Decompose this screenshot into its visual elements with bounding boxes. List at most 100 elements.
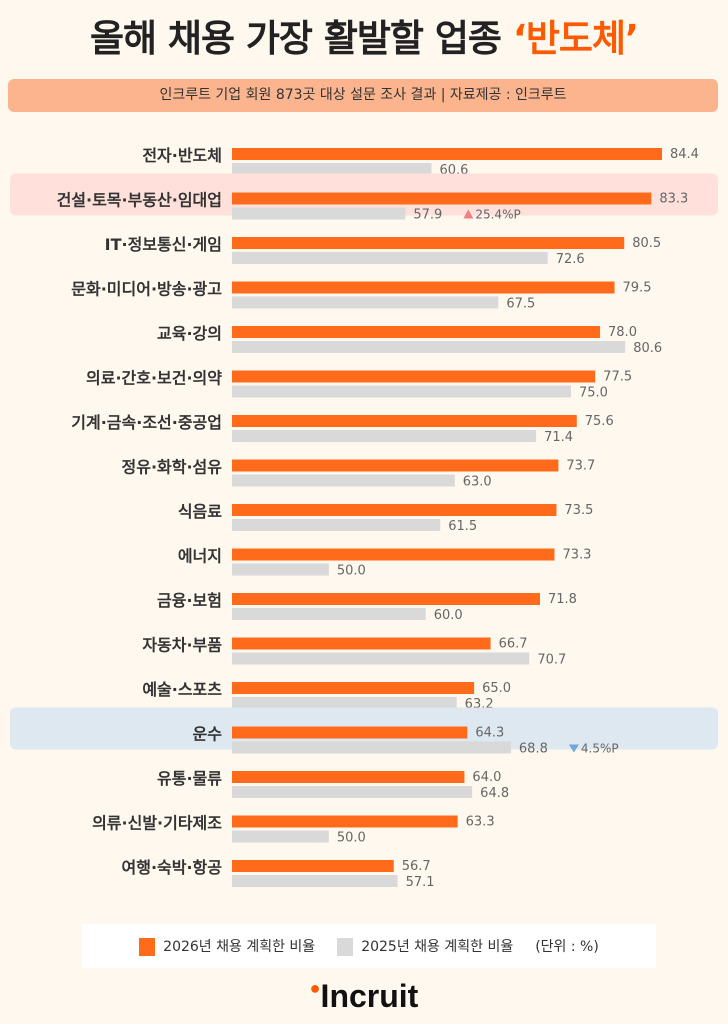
bar-2026 (232, 593, 540, 605)
bar-2026 (232, 637, 491, 650)
category-label: 자동차·부품 (142, 636, 222, 655)
category-label: 건설·토목·부동산·임대업 (57, 191, 222, 210)
bar-2025 (232, 296, 499, 309)
legend: 2026년 채용 계획한 비율 2025년 채용 계획한 비율 (단위 : %) (82, 924, 656, 968)
category-label: IT·정보통신·게임 (105, 235, 222, 254)
bar-2025 (232, 385, 571, 398)
bar-2026 (232, 459, 559, 472)
value-label-2025: 71.4 (544, 430, 573, 445)
category-label: 의료·간호·보건·의약 (86, 369, 222, 388)
value-label-2026: 73.7 (566, 459, 595, 474)
legend-swatch-2025 (337, 938, 354, 956)
bar-2026 (232, 815, 458, 828)
bar-2025 (232, 741, 511, 754)
value-label-2026: 63.3 (466, 815, 495, 830)
bar-2026 (232, 415, 577, 427)
category-label: 정유·화학·섬유 (122, 458, 223, 477)
legend-label-2025: 2025년 채용 계획한 비율 (361, 939, 514, 955)
bar-2025 (232, 608, 426, 620)
title-text: 올해 채용 가장 활발할 업종 (89, 17, 513, 60)
bar-2025 (232, 875, 398, 887)
value-label-2025: 64.8 (480, 786, 509, 801)
change-annotation: 4.5%P (581, 742, 619, 756)
bar-chart: 전자·반도체 84.460.6건설·토목·부동산·임대업 83.357.9 25.4%… (10, 146, 718, 890)
value-label-2026: 83.3 (659, 192, 688, 207)
value-label-2026: 73.5 (564, 503, 593, 518)
bar-2025 (232, 341, 626, 353)
value-label-2026: 64.0 (472, 770, 501, 785)
legend-2026: 2026년 채용 계획한 비율 (139, 936, 315, 956)
bar-2025 (232, 474, 455, 487)
bar-2025 (232, 252, 548, 264)
bar-2025 (232, 430, 537, 442)
value-label-2025: 67.5 (506, 297, 535, 312)
bar-2025 (232, 786, 473, 798)
value-label-2025: 57.9 (413, 208, 442, 223)
category-label: 교육·강의 (157, 324, 222, 343)
value-label-2025: 63.0 (463, 475, 492, 490)
bar-2026 (232, 237, 625, 249)
bar-2026 (232, 682, 475, 694)
value-label-2025: 50.0 (337, 564, 366, 579)
value-label-2026: 79.5 (623, 281, 652, 296)
bar-2026 (232, 771, 465, 783)
bar-2026 (232, 326, 601, 338)
bar-2026 (232, 370, 596, 383)
category-label: 유통·물류 (157, 769, 222, 788)
bar-2026 (232, 860, 394, 872)
bar-2025 (232, 563, 329, 576)
value-label-2026: 84.4 (670, 147, 699, 162)
value-label-2026: 64.3 (475, 726, 504, 741)
value-label-2025: 80.6 (633, 341, 662, 356)
bar-2026 (232, 726, 468, 739)
category-label: 예술·스포츠 (142, 680, 222, 699)
value-label-2025: 70.7 (537, 653, 566, 668)
down-triangle-icon (568, 744, 579, 753)
value-label-2025: 61.5 (448, 519, 477, 534)
bar-2026 (232, 504, 557, 516)
bar-2026 (232, 281, 615, 294)
category-label: 의류·신발·기타제조 (92, 814, 222, 833)
unit-label: (단위 : %) (535, 939, 599, 955)
value-label-2026: 78.0 (608, 325, 637, 340)
bar-2025 (232, 697, 457, 709)
up-triangle-icon (463, 209, 474, 219)
value-label-2026: 73.3 (563, 548, 592, 563)
incruit-logo: ●Incruit (0, 978, 728, 1015)
bar-2026 (232, 548, 555, 561)
value-label-2026: 56.7 (402, 859, 431, 874)
legend-label-2026: 2026년 채용 계획한 비율 (163, 939, 316, 955)
logo-dot-icon: ● (309, 978, 321, 998)
legend-swatch-2026 (139, 938, 156, 956)
category-label: 여행·숙박·항공 (122, 858, 223, 877)
category-label: 운수 (193, 725, 223, 744)
change-annotation: 25.4%P (475, 208, 520, 222)
value-label-2025: 57.1 (406, 875, 435, 890)
subtitle-banner: 인크루트 기업 회원 873곳 대상 설문 조사 결과 | 자료제공 : 인크루… (8, 79, 718, 112)
bar-2025 (232, 830, 329, 843)
value-label-2026: 75.6 (585, 414, 614, 429)
value-label-2025: 68.8 (519, 742, 548, 757)
value-label-2026: 80.5 (632, 236, 661, 251)
category-label: 에너지 (178, 547, 222, 566)
value-label-2025: 50.0 (337, 831, 366, 846)
bar-2025 (232, 519, 441, 531)
legend-2025: 2025년 채용 계획한 비율 (337, 936, 513, 956)
bar-2025 (232, 652, 530, 665)
category-label: 전자·반도체 (142, 146, 222, 165)
category-label: 금융·보험 (157, 591, 222, 610)
value-label-2026: 65.0 (482, 681, 511, 696)
category-label: 기계·금속·조선·중공업 (71, 413, 222, 432)
value-label-2025: 60.0 (434, 608, 463, 623)
value-label-2026: 66.7 (499, 637, 528, 652)
category-label: 문화·미디어·방송·광고 (71, 280, 222, 299)
bar-2025 (232, 207, 406, 220)
value-label-2026: 77.5 (603, 370, 632, 385)
title-highlight: ‘반도체’ (512, 17, 639, 60)
bar-2025 (232, 163, 432, 175)
logo-text: Incruit (320, 978, 419, 1014)
bar-2026 (232, 192, 652, 205)
bar-2026 (232, 148, 662, 160)
value-label-2026: 71.8 (548, 592, 577, 607)
